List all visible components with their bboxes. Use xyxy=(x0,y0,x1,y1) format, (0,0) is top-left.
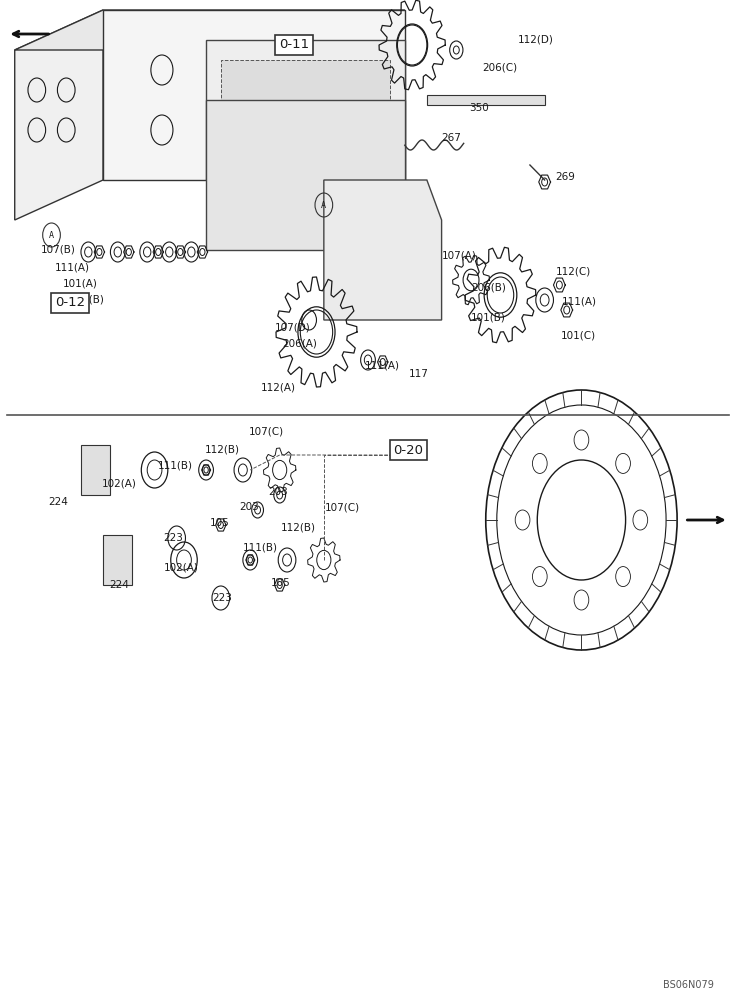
Text: A: A xyxy=(49,231,54,239)
Polygon shape xyxy=(206,100,405,250)
Text: 117: 117 xyxy=(408,369,428,379)
Text: 102(A): 102(A) xyxy=(102,479,136,489)
Text: 223: 223 xyxy=(212,593,232,603)
Polygon shape xyxy=(81,445,110,495)
Text: A: A xyxy=(322,200,326,210)
Text: 112(C): 112(C) xyxy=(556,267,591,277)
Text: 0-11: 0-11 xyxy=(280,38,309,51)
Text: 111(A): 111(A) xyxy=(364,361,400,371)
Polygon shape xyxy=(427,95,545,105)
Text: 111(B): 111(B) xyxy=(243,542,278,552)
Text: 269: 269 xyxy=(556,172,576,182)
Text: 350: 350 xyxy=(470,103,489,113)
Polygon shape xyxy=(324,180,442,320)
Text: 111(A): 111(A) xyxy=(562,297,597,307)
Text: 111(A): 111(A) xyxy=(55,262,91,272)
Text: 206(C): 206(C) xyxy=(482,62,517,72)
Text: 223: 223 xyxy=(163,533,183,543)
Text: 107(C): 107(C) xyxy=(325,503,361,513)
Text: BS06N079: BS06N079 xyxy=(663,980,714,990)
Text: 107(B): 107(B) xyxy=(40,245,75,255)
Text: 112(A): 112(A) xyxy=(261,382,297,392)
Text: 224: 224 xyxy=(48,497,68,507)
Text: 267: 267 xyxy=(442,133,461,143)
Polygon shape xyxy=(103,10,405,180)
Text: 0-12: 0-12 xyxy=(55,296,85,310)
Text: 105: 105 xyxy=(271,578,291,588)
Text: 105: 105 xyxy=(210,518,230,528)
Polygon shape xyxy=(15,10,405,50)
Polygon shape xyxy=(15,10,103,220)
Text: 203: 203 xyxy=(269,487,289,497)
Text: 206(A): 206(A) xyxy=(283,338,317,348)
Text: 206(B): 206(B) xyxy=(471,282,506,292)
Text: 101(A): 101(A) xyxy=(63,278,97,288)
Text: 112(B): 112(B) xyxy=(281,523,316,533)
Text: 102(B): 102(B) xyxy=(70,295,105,305)
Polygon shape xyxy=(221,60,390,170)
Text: 0-20: 0-20 xyxy=(394,444,423,456)
Text: 107(C): 107(C) xyxy=(249,427,284,437)
Text: 112(D): 112(D) xyxy=(517,35,553,45)
Text: 111(B): 111(B) xyxy=(158,461,194,471)
Text: 224: 224 xyxy=(109,580,129,590)
Text: 102(A): 102(A) xyxy=(163,563,198,573)
Text: 107(A): 107(A) xyxy=(442,250,476,260)
Text: 101(C): 101(C) xyxy=(561,330,596,340)
Text: 203: 203 xyxy=(239,502,259,512)
Text: 101(B): 101(B) xyxy=(471,313,506,323)
Polygon shape xyxy=(206,40,405,180)
Polygon shape xyxy=(103,535,132,585)
Text: 112(B): 112(B) xyxy=(205,444,240,454)
Text: 107(D): 107(D) xyxy=(275,323,311,333)
